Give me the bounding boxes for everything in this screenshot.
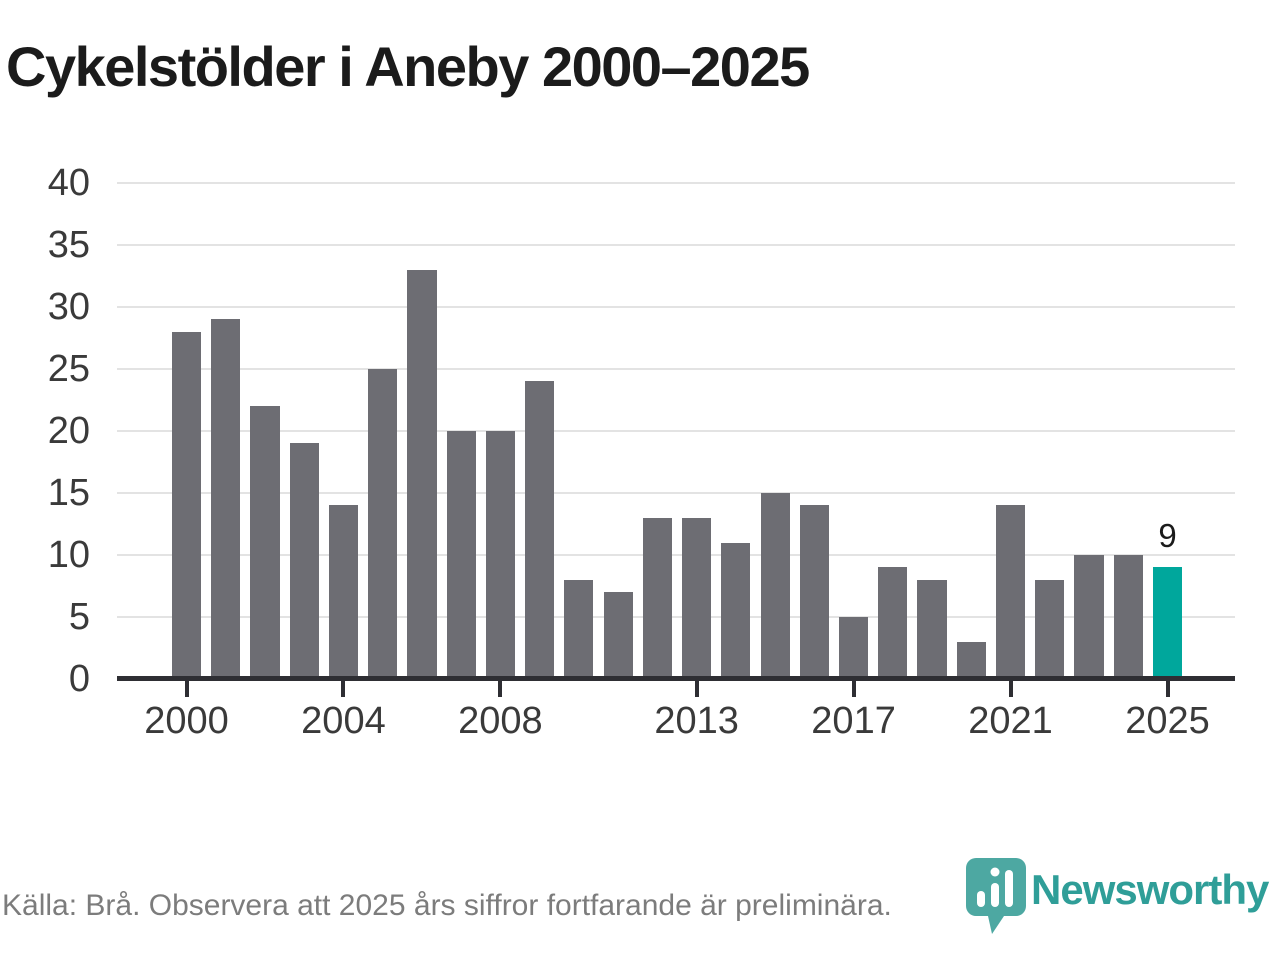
bar-2010 — [564, 579, 594, 679]
bar-2012 — [642, 517, 672, 679]
y-axis-label-40: 40 — [47, 162, 90, 204]
bar-2008 — [485, 431, 515, 679]
x-axis-label-2025: 2025 — [1125, 700, 1210, 742]
bar-2023 — [1074, 555, 1104, 679]
bar-2007 — [446, 431, 476, 679]
bar-2001 — [211, 319, 241, 679]
y-axis-label-15: 15 — [47, 472, 90, 514]
bar-2000 — [171, 331, 202, 679]
bar-2021 — [995, 505, 1026, 679]
chart-title: Cykelstölder i Aneby 2000–2025 — [6, 35, 810, 98]
source-note: Källa: Brå. Observera att 2025 års siffr… — [2, 889, 892, 922]
bar-2009 — [525, 381, 555, 679]
bar-2003 — [289, 443, 319, 679]
bar-2002 — [250, 406, 280, 679]
newsworthy-brand-name: Newsworthy — [1031, 866, 1269, 913]
y-axis-label-0: 0 — [68, 658, 90, 700]
bar-2022 — [1035, 579, 1065, 679]
x-axis-line — [117, 676, 1235, 681]
y-axis-label-5: 5 — [68, 596, 90, 638]
x-tick-2008 — [498, 681, 503, 697]
x-tick-2000 — [184, 681, 189, 697]
x-tick-2017 — [851, 681, 856, 697]
gridline-30 — [117, 306, 1235, 308]
newsworthy-logo-icon — [966, 858, 1026, 945]
highlight-value-label: 9 — [1158, 517, 1177, 555]
gridline-35 — [117, 244, 1235, 246]
bar-2004 — [328, 505, 359, 679]
x-tick-2025 — [1165, 681, 1170, 697]
bar-highlighted-2025 — [1152, 567, 1183, 679]
y-axis-label-10: 10 — [47, 534, 90, 576]
gridline-5 — [117, 616, 1235, 618]
gridline-40 — [117, 182, 1235, 184]
bar-2013 — [682, 517, 712, 679]
bar-2015 — [760, 493, 790, 679]
y-axis-label-25: 25 — [47, 348, 90, 390]
bar-2006 — [407, 269, 437, 679]
bar-2011 — [603, 592, 633, 679]
y-axis-label-30: 30 — [47, 286, 90, 328]
bar-2019 — [917, 579, 947, 679]
x-tick-2021 — [1008, 681, 1013, 697]
x-tick-2013 — [694, 681, 699, 697]
y-axis-label-35: 35 — [47, 224, 90, 266]
bar-2024 — [1113, 555, 1143, 679]
x-axis-label-2000: 2000 — [144, 700, 229, 742]
x-axis-label-2004: 2004 — [301, 700, 386, 742]
x-tick-2004 — [341, 681, 346, 697]
gridline-20 — [117, 430, 1235, 432]
bar-2018 — [878, 567, 908, 679]
bar-2017 — [838, 617, 869, 679]
x-axis-label-2017: 2017 — [811, 700, 896, 742]
bar-2005 — [368, 369, 398, 679]
x-axis-label-2008: 2008 — [458, 700, 543, 742]
bar-2020 — [956, 641, 986, 679]
y-axis-label-20: 20 — [47, 410, 90, 452]
bar-2014 — [721, 542, 751, 679]
gridline-10 — [117, 554, 1235, 556]
bar-2016 — [799, 505, 829, 679]
gridline-25 — [117, 368, 1235, 370]
x-axis-label-2021: 2021 — [968, 700, 1053, 742]
gridline-15 — [117, 492, 1235, 494]
x-axis-label-2013: 2013 — [654, 700, 739, 742]
